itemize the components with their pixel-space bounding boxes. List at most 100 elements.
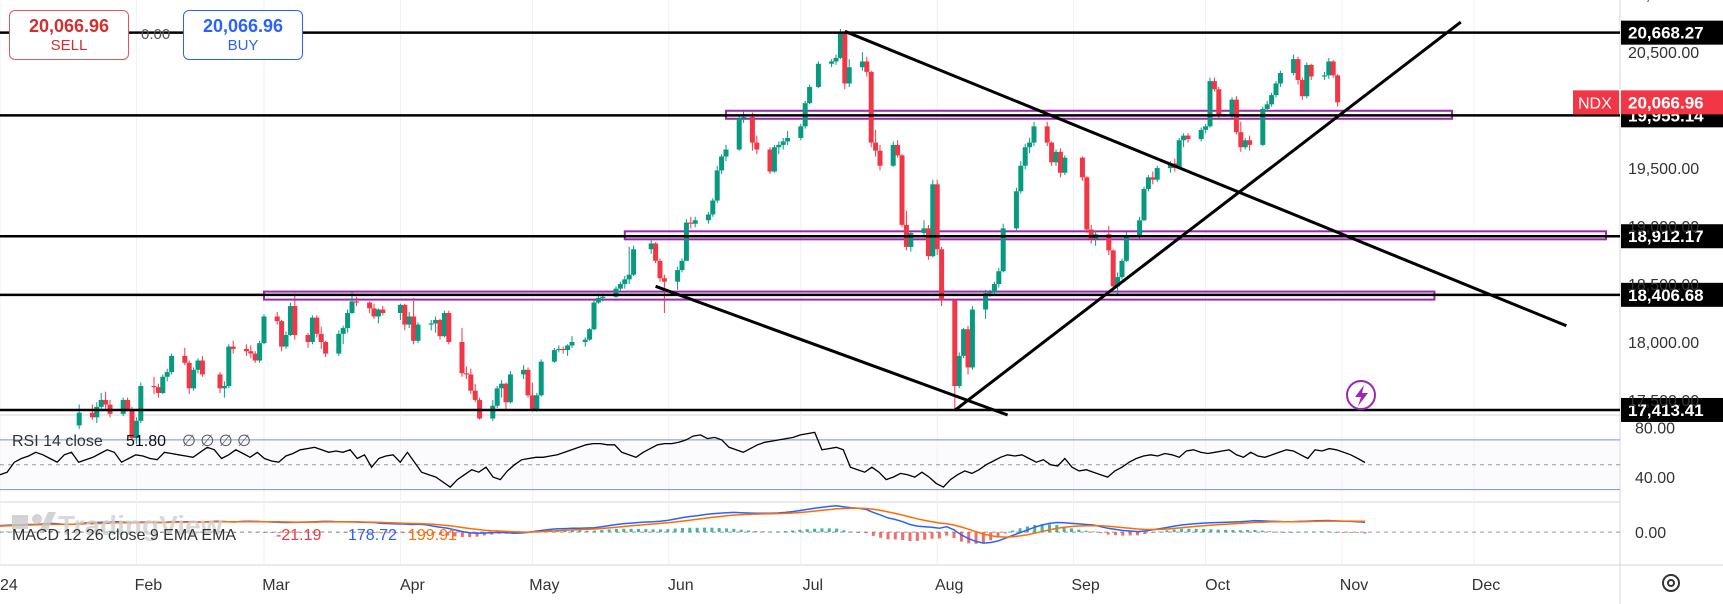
candle-body <box>710 200 716 215</box>
macd-hist-bar <box>717 528 721 533</box>
rsi-pane <box>0 431 1620 491</box>
candle-body <box>230 346 236 349</box>
macd-hist-bar <box>49 530 53 533</box>
macd-hist-bar <box>1099 532 1103 534</box>
candle-body <box>138 386 144 421</box>
candle-body <box>754 142 760 150</box>
candle-body <box>499 383 505 389</box>
candle-body <box>1145 177 1151 189</box>
candle-body <box>1119 260 1125 278</box>
x-tick-label: Apr <box>400 577 426 594</box>
candle-body <box>833 57 839 62</box>
candle-body <box>1247 140 1253 145</box>
macd-hist-bar <box>732 528 736 533</box>
macd-hist-bar <box>130 531 134 533</box>
candle-body <box>1141 188 1147 221</box>
candle-body <box>305 335 311 342</box>
macd-hist-bar <box>42 531 46 533</box>
candle-body <box>653 243 659 261</box>
macd-hist-bar <box>600 529 604 533</box>
macd-hist-bar <box>358 532 362 533</box>
macd-hist-bar <box>1312 531 1316 533</box>
x-tick-label: Jun <box>668 577 694 594</box>
price-tick-label: 20,500.00 <box>1628 45 1699 62</box>
candle-body <box>895 144 901 156</box>
candle-body <box>705 214 711 221</box>
candle-body <box>1053 151 1059 163</box>
lightning-icon[interactable] <box>1346 380 1376 410</box>
candle-body <box>472 390 478 400</box>
candle-body <box>890 144 896 166</box>
candle-body <box>899 155 905 225</box>
macd-hist-bar <box>416 532 420 533</box>
macd-hist-bar <box>431 532 435 535</box>
macd-hist-bar <box>658 529 662 533</box>
macd-hist-bar <box>915 532 919 541</box>
macd-hist-bar <box>688 527 692 533</box>
macd-hist-bar <box>394 532 398 534</box>
macd-hist-bar <box>270 532 274 533</box>
macd-hist-bar <box>959 532 963 542</box>
candle-body <box>459 341 465 374</box>
macd-hist-bar <box>871 532 875 536</box>
buy-label: BUY <box>227 36 259 54</box>
macd-hist-bar <box>314 531 318 533</box>
buy-button[interactable]: 20,066.96 BUY <box>183 10 303 60</box>
macd-hist-bar <box>321 531 325 533</box>
macd-hist-bar <box>167 531 171 533</box>
macd-hist-bar <box>1128 532 1132 536</box>
candle-body <box>1084 177 1090 230</box>
macd-hist-bar <box>71 532 75 533</box>
macd-hist-bar <box>181 531 185 533</box>
candle-body <box>1013 191 1019 229</box>
macd-hist-bar <box>791 530 795 533</box>
settings-gear-icon[interactable] <box>1662 574 1680 592</box>
macd-hist-bar <box>614 528 618 533</box>
x-tick-label: May <box>529 577 559 594</box>
candle-body <box>283 335 289 347</box>
macd-hist-bar <box>1040 524 1044 533</box>
macd-hist-bar <box>578 530 582 533</box>
candle-body <box>551 350 557 362</box>
macd-hist-bar <box>1216 529 1220 533</box>
macd-hist-bar <box>996 532 1000 538</box>
candle-body <box>1242 140 1248 148</box>
macd-hist-bar <box>1268 531 1272 533</box>
candle-body <box>195 360 201 370</box>
candle-body <box>991 284 997 293</box>
candle-body <box>415 324 421 341</box>
macd-hist-bar <box>666 529 670 533</box>
candle-body <box>846 67 852 84</box>
candle-body <box>428 323 434 325</box>
macd-hist-bar <box>585 530 589 533</box>
last-price-bg <box>1621 90 1723 115</box>
rsi-tick-label: 80.00 <box>1635 420 1675 437</box>
macd-hist-bar <box>460 532 464 538</box>
macd-hist-bar <box>827 528 831 533</box>
macd-hist-bar <box>974 532 978 544</box>
signal-line <box>0 507 1365 538</box>
trendline <box>655 284 1009 417</box>
symbol-tag-bg <box>1573 90 1619 115</box>
candle-body <box>714 170 720 201</box>
sell-button[interactable]: 20,066.96 SELL <box>9 10 129 60</box>
level-label: 18,406.68 <box>1628 286 1704 305</box>
candle-body <box>538 361 544 396</box>
macd-hist-bar <box>783 530 787 533</box>
macd-hist-bar <box>108 530 112 533</box>
macd-pane <box>0 505 1620 544</box>
candle-body <box>98 399 104 407</box>
candle-body <box>125 399 131 410</box>
macd-hist-bar <box>1003 532 1007 534</box>
level-label: 18,912.17 <box>1628 227 1704 246</box>
candle-body <box>252 353 258 361</box>
candle-body <box>741 117 747 119</box>
macd-hist-bar <box>159 532 163 533</box>
macd-hist-bar <box>57 531 61 533</box>
macd-hist-bar <box>1275 531 1279 533</box>
candle-body <box>569 341 575 346</box>
candle-body <box>815 63 821 87</box>
macd-hist-bar <box>145 531 149 533</box>
macd-hist-bar <box>218 531 222 533</box>
candle-body <box>661 278 667 282</box>
